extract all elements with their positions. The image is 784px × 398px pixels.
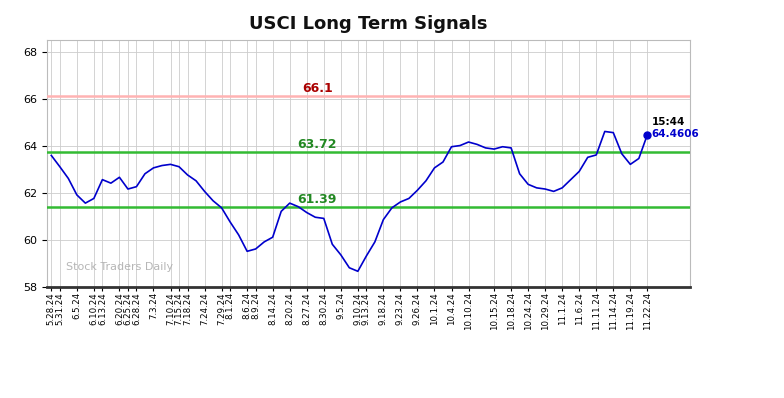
Text: Stock Traders Daily: Stock Traders Daily — [67, 262, 173, 272]
Text: 63.72: 63.72 — [298, 138, 337, 151]
Title: USCI Long Term Signals: USCI Long Term Signals — [249, 15, 488, 33]
Text: 66.1: 66.1 — [302, 82, 332, 95]
Text: 61.39: 61.39 — [298, 193, 337, 206]
Text: 64.4606: 64.4606 — [652, 129, 699, 139]
Text: 15:44: 15:44 — [652, 117, 685, 127]
